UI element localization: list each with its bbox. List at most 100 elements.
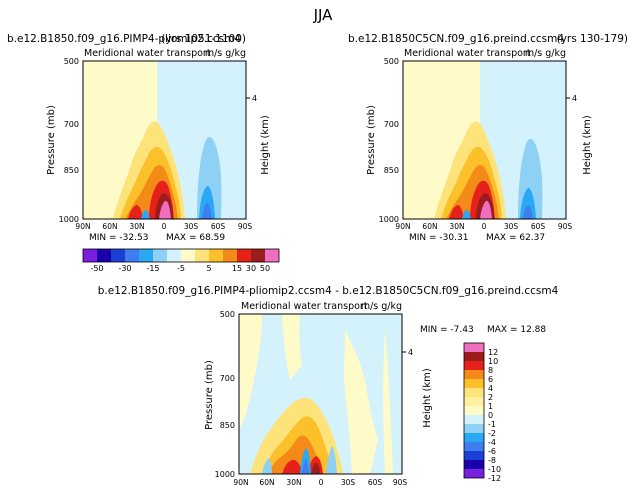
pink-max [159, 200, 171, 219]
cb-box [223, 249, 237, 262]
lat-tick: 60N [102, 222, 117, 231]
p-tick-500: 500 [220, 310, 235, 319]
lat-axis-2: 90N 60N 30N 0 30S 60S 90S [395, 222, 572, 231]
units-2: m/s g/kg [525, 48, 566, 59]
pressure-axis-3: 500 700 850 1000 [215, 310, 235, 479]
diff-pos-far-south [383, 330, 393, 474]
cb-label: -1 [488, 420, 496, 429]
plot-title-3: Meridional water transport [241, 301, 368, 312]
lat-tick: 60N [259, 478, 274, 487]
cb-box [464, 406, 484, 415]
lat-tick: 0 [162, 222, 167, 231]
height-tick-1: 4 [252, 94, 257, 103]
cb-frame [463, 342, 485, 479]
cb-label: 2 [488, 393, 493, 402]
cb-label: 30 [246, 264, 256, 273]
cb-box [209, 249, 223, 262]
cb-label: -15 [146, 264, 159, 273]
cb-frame [82, 248, 280, 263]
plot-title-2: Meridional water transport [404, 48, 531, 59]
lat-tick: 0 [482, 222, 487, 231]
cb-label: -6 [488, 447, 496, 456]
lat-tick: 30N [129, 222, 144, 231]
cb-box [464, 352, 484, 361]
cb-label: -12 [488, 474, 501, 483]
lat-tick: 90N [233, 478, 248, 487]
blue-lobe-60s-core [520, 187, 536, 219]
cb-box [464, 451, 484, 460]
min-label-2: MIN = -30.31 [409, 233, 468, 243]
diff-blue-dip-inner [302, 459, 309, 474]
p-tick-700: 700 [220, 374, 235, 383]
cb-box [464, 370, 484, 379]
cb-box [125, 249, 139, 262]
lat-tick: 30S [184, 222, 199, 231]
units-1: m/s g/kg [205, 48, 246, 59]
lat-tick: 90N [395, 222, 410, 231]
cb-box [464, 379, 484, 388]
colorbar-diff: 12 10 8 6 4 2 1 0 -1 -2 -4 -6 -8 -10 -12 [463, 342, 501, 483]
case-name-1: b.e12.B1850.f09_g16.PIMP4-pliomip2.ccsm4 [7, 33, 241, 45]
lat-tick: 90S [238, 222, 253, 231]
cb-box [464, 424, 484, 433]
red-west-blob [449, 205, 464, 219]
cb-box [464, 388, 484, 397]
plot-frame-3 [238, 313, 403, 475]
blue-lobe-60s-core [199, 185, 215, 219]
pressure-axis-1: 500 700 850 1000 [59, 57, 79, 224]
p-tick-850: 850 [220, 421, 235, 430]
cb-label: 15 [232, 264, 242, 273]
lat-tick: 90S [393, 478, 408, 487]
diff-pos-south [344, 330, 378, 474]
lat-tick: 90N [75, 222, 90, 231]
cb-box [83, 249, 97, 262]
diff-red [282, 459, 303, 474]
cb-box [195, 249, 209, 262]
cb-label: 6 [488, 375, 493, 384]
cb-label: 4 [488, 384, 493, 393]
lat-tick: 30N [449, 222, 464, 231]
cb-box [464, 397, 484, 406]
lat-axis-3: 90N 60N 30N 0 30S 60S 90S [233, 478, 407, 487]
p-tick-850: 850 [64, 166, 79, 175]
p-tick-700: 700 [64, 120, 79, 129]
p-tick-1000: 1000 [59, 215, 79, 224]
pressure-axis-2: 500 700 850 1000 [379, 57, 399, 224]
cb-box [251, 249, 265, 262]
plot-frame-2 [402, 60, 567, 220]
contour-field-3 [239, 314, 402, 474]
lat-tick: 60S [531, 222, 546, 231]
contour-field-1 [83, 61, 246, 219]
diff-darkred [311, 463, 320, 474]
rlabel-3: Height (km) [422, 368, 433, 428]
rlabel-1: Height (km) [260, 115, 271, 175]
cb-label: -8 [488, 456, 496, 465]
cb-box [139, 249, 153, 262]
surface-blue-dip [141, 210, 150, 219]
panel-preind: b.e12.B1850C5CN.f09_g16.preind.ccsm4 (yr… [348, 33, 628, 243]
years-2: (yrs 130-179) [557, 33, 628, 45]
p-tick-850: 850 [384, 166, 399, 175]
max-label-1: MAX = 68.59 [166, 233, 225, 243]
cb-label: 10 [488, 357, 498, 366]
cb-label: -2 [488, 429, 496, 438]
cb-box [97, 249, 111, 262]
cb-box [167, 249, 181, 262]
cb-label: 0 [488, 411, 493, 420]
min-label-3: MIN = -7.43 [420, 325, 474, 335]
max-label-2: MAX = 62.37 [486, 233, 545, 243]
cb-box [464, 460, 484, 469]
lat-tick: 60N [422, 222, 437, 231]
pink-max [480, 200, 492, 219]
panel-difference: b.e12.B1850.f09_g16.PIMP4-pliomip2.ccsm4… [98, 285, 559, 487]
p-tick-500: 500 [384, 57, 399, 66]
diff-south-blue [326, 446, 337, 474]
ylabel-3: Pressure (mb) [204, 360, 215, 430]
max-label-3: MAX = 12.88 [487, 325, 546, 335]
height-tick-2: 4 [572, 94, 577, 103]
blue-lobe-60s-inner [523, 205, 533, 219]
cb-box [464, 361, 484, 370]
diff-pos-upper-north [239, 314, 262, 430]
years-1: (yrs 1051-1100) [161, 33, 246, 45]
ylabel-1: Pressure (mb) [46, 105, 57, 175]
